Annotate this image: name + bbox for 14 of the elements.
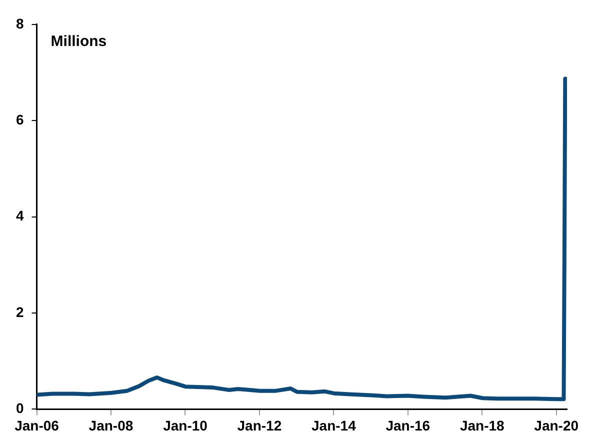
y-tick-label: 8	[16, 15, 24, 32]
y-tick-label: 2	[16, 304, 24, 320]
x-tick-label: Jan-14	[312, 417, 356, 434]
y-tick-label: 0	[16, 400, 24, 416]
y-tick-label: 6	[16, 111, 24, 128]
x-tick-label: Jan-08	[88, 417, 134, 434]
x-tick-label: Jan-10	[163, 417, 208, 434]
x-tick-label: Jan-16	[386, 417, 430, 434]
x-tick-label: Jan-20	[534, 417, 579, 434]
y-tick-label: 4	[16, 208, 24, 224]
x-tick-label: Jan-06	[14, 417, 60, 434]
annotation: Millions	[50, 33, 107, 50]
x-tick-label: Jan-18	[460, 417, 505, 434]
x-tick-label: Jan-12	[237, 417, 282, 434]
